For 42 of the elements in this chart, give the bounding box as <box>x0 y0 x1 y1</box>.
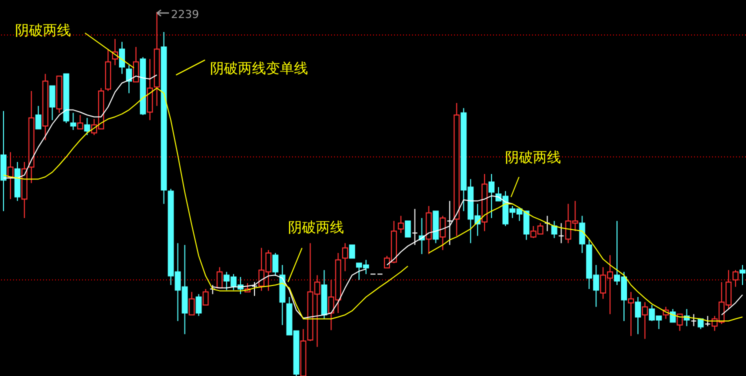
candlestick <box>642 302 648 340</box>
candlestick <box>77 114 84 130</box>
candlestick <box>126 64 132 94</box>
annotation: 阴破两线 <box>505 150 561 166</box>
candlestick <box>446 200 453 246</box>
candlestick <box>202 288 209 306</box>
candlestick <box>70 112 76 130</box>
candlestick <box>49 85 56 121</box>
candlestick <box>132 46 139 82</box>
candlestick <box>670 308 676 323</box>
candlestick <box>342 242 348 272</box>
candlestick <box>544 215 550 232</box>
candlestick <box>7 152 14 200</box>
candlestick <box>349 244 356 259</box>
candlestick <box>676 314 683 332</box>
candlestick <box>404 220 411 238</box>
candlestick <box>119 41 126 74</box>
annotation: 阴破两线 <box>288 220 344 236</box>
candlestick <box>84 117 90 136</box>
candlestick <box>740 264 746 286</box>
candlestick <box>704 315 711 327</box>
annotation: 阴破两线 <box>15 23 71 39</box>
candlestick <box>440 215 446 251</box>
candlestick <box>690 314 697 327</box>
candlestick <box>398 215 404 234</box>
candlestick <box>551 220 558 239</box>
candlestick <box>35 105 42 130</box>
candlestick <box>210 284 216 295</box>
candlestick <box>272 252 278 276</box>
candlestick <box>488 173 495 219</box>
candlestick <box>188 291 195 316</box>
candlestick <box>634 296 641 335</box>
annotation: 2239 <box>171 8 199 21</box>
candlestick <box>558 222 564 244</box>
candlestick <box>196 294 202 316</box>
candlestick <box>732 270 739 288</box>
candlestick <box>412 208 418 246</box>
candlestick <box>628 291 634 336</box>
annotation: 阴破两线变单线 <box>210 61 308 77</box>
candlestick <box>251 282 258 296</box>
candlestick <box>216 266 223 288</box>
candlestick <box>579 215 586 254</box>
